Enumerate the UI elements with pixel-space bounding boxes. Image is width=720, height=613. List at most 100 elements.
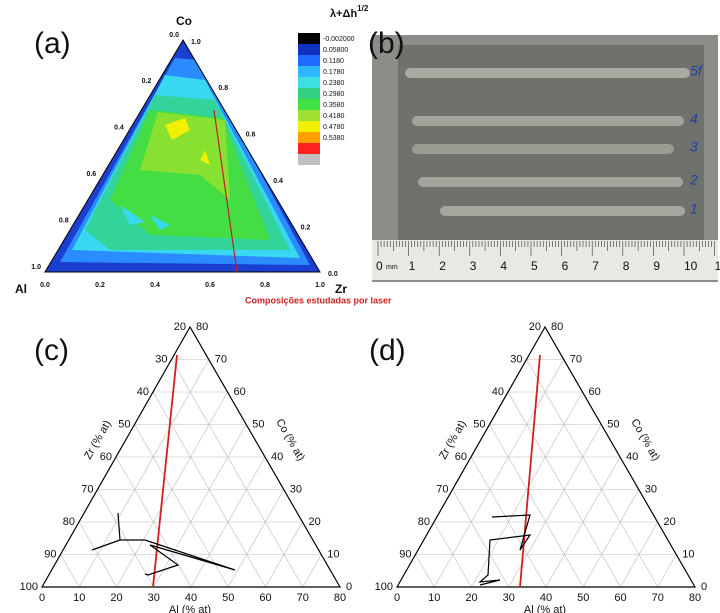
tick-label: 0 xyxy=(346,581,352,593)
tick-label: 50 xyxy=(473,418,485,430)
colorbar-swatch xyxy=(298,132,320,143)
tick-label: 20 xyxy=(174,321,186,333)
colorbar-label: 0.1780 xyxy=(323,69,345,76)
colorbar-swatch xyxy=(298,77,320,88)
tick-label: 10 xyxy=(682,548,694,560)
tick-label: 30 xyxy=(148,592,160,604)
colorbar-label: 0.1180 xyxy=(323,58,344,65)
tick-label: 100 xyxy=(375,581,393,593)
laser-line xyxy=(519,354,541,588)
tick-label: 0.0 xyxy=(328,271,338,278)
tick-label: 70 xyxy=(436,483,448,495)
ruler-label: 1 xyxy=(409,259,416,273)
tick-label: 0.4 xyxy=(114,125,124,132)
tick-label: 80 xyxy=(689,592,701,604)
tick-label: 40 xyxy=(492,386,504,398)
ruler-label: 11 xyxy=(715,259,720,273)
track-mark: 2 xyxy=(689,172,698,188)
tick-label: 80 xyxy=(551,321,563,333)
colorbar-label: -0.002000 xyxy=(323,36,355,43)
tick-label: 1.0 xyxy=(191,39,201,46)
colorbar-label: 0.4180 xyxy=(323,113,345,120)
colorbar-swatch xyxy=(298,88,320,99)
colorbar-label: 0.4780 xyxy=(323,124,345,131)
colorbar-title: λ+Δh1/2 xyxy=(330,4,369,20)
tick-label: 1.0 xyxy=(315,282,325,289)
tick-label: 0 xyxy=(394,592,400,604)
caption: Composições estudadas por laser xyxy=(245,295,392,305)
colorbar-title-sup: 1/2 xyxy=(357,4,369,13)
ruler-label: 8 xyxy=(623,259,630,273)
ternary-frame xyxy=(44,39,321,273)
grid-line xyxy=(134,424,229,588)
tick-label: 60 xyxy=(259,592,271,604)
tick-label: 20 xyxy=(664,516,676,528)
colorbar-label: 0.5380 xyxy=(323,135,345,142)
tick-label: 10 xyxy=(73,592,85,604)
tick-label: 40 xyxy=(137,386,149,398)
tick-label: 0.6 xyxy=(246,132,256,139)
tick-label: 60 xyxy=(100,451,112,463)
tick-label: 30 xyxy=(155,353,167,365)
tick-label: 60 xyxy=(589,386,601,398)
tick-label: 50 xyxy=(118,418,130,430)
tick-label: 40 xyxy=(540,592,552,604)
tick-label: 0.0 xyxy=(169,32,179,39)
tick-label: 0.8 xyxy=(59,217,69,224)
tick-label: 100 xyxy=(20,581,38,593)
tick-label: 20 xyxy=(110,592,122,604)
ruler-label: mm xyxy=(386,264,398,271)
tick-label: 20 xyxy=(465,592,477,604)
tick-label: 50 xyxy=(222,592,234,604)
track-mark: 4 xyxy=(690,111,698,127)
panel-label: (b) xyxy=(368,27,405,60)
axis-title: Al (% at) xyxy=(524,604,566,613)
tick-label: 70 xyxy=(297,592,309,604)
tick-label: 20 xyxy=(529,321,541,333)
grid-line xyxy=(60,554,80,588)
tick-label: 0.2 xyxy=(95,282,105,289)
colorbar-label: 0.2980 xyxy=(323,91,345,98)
grid-line xyxy=(415,554,435,588)
panel-label: (d) xyxy=(369,334,406,367)
contour-map xyxy=(45,40,320,272)
tick-label: 0.8 xyxy=(260,282,270,289)
ruler-label: 3 xyxy=(470,259,477,273)
tick-label: 30 xyxy=(510,353,522,365)
tick-label: 0 xyxy=(701,581,707,593)
colorbar-swatch xyxy=(298,121,320,132)
tick-label: 80 xyxy=(334,592,346,604)
colorbar-swatch xyxy=(298,143,320,154)
grid-line xyxy=(657,554,677,588)
tick-label: 50 xyxy=(607,418,619,430)
tick-label: 0.2 xyxy=(301,224,311,231)
tick-label: 30 xyxy=(645,483,657,495)
track-mark: 3 xyxy=(690,139,698,155)
tick-label: 10 xyxy=(327,548,339,560)
tick-label: 10 xyxy=(428,592,440,604)
colorbar-swatch xyxy=(298,110,320,121)
ruler-label: 5 xyxy=(531,259,538,273)
panel-label: (a) xyxy=(34,27,71,60)
measured-path xyxy=(91,512,236,576)
tick-label: 0.4 xyxy=(150,282,160,289)
tick-label: 80 xyxy=(63,516,75,528)
ruler-label: 6 xyxy=(562,259,569,273)
ruler-label: 7 xyxy=(592,259,599,273)
tick-label: 40 xyxy=(626,451,638,463)
ruler-label: 9 xyxy=(653,259,660,273)
tick-label: 60 xyxy=(614,592,626,604)
tick-label: 70 xyxy=(215,353,227,365)
vertex-label: Co xyxy=(176,14,192,28)
tick-label: 60 xyxy=(234,386,246,398)
tick-label: 80 xyxy=(196,321,208,333)
tick-label: 30 xyxy=(290,483,302,495)
track-mark: 1 xyxy=(690,201,698,217)
ruler-label: 0 xyxy=(376,259,383,273)
tick-label: 90 xyxy=(399,548,411,560)
tick-label: 70 xyxy=(81,483,93,495)
tick-label: 20 xyxy=(309,516,321,528)
tick-label: 30 xyxy=(503,592,515,604)
